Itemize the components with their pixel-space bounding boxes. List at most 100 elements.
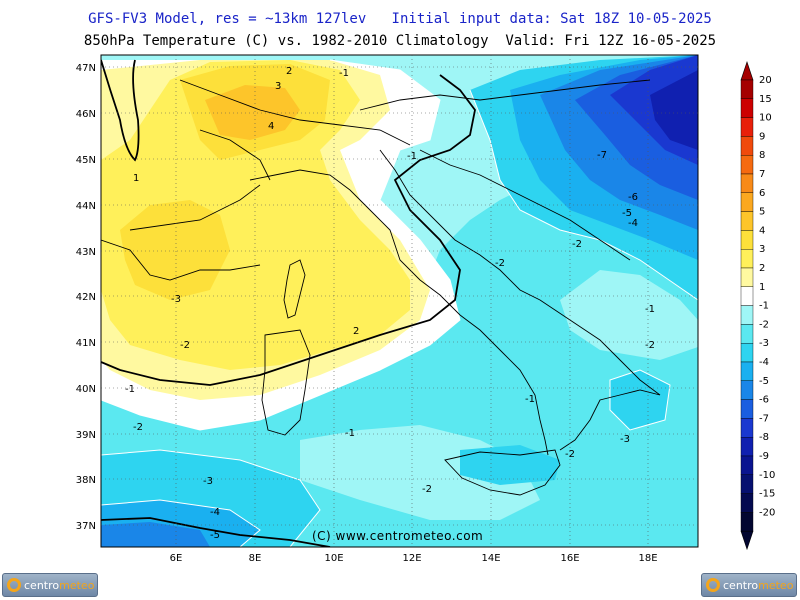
legend-swatch xyxy=(740,267,754,287)
lat-label: 47N xyxy=(76,63,96,74)
legend-label: 15 xyxy=(759,94,772,105)
logo-brand-accent: meteo xyxy=(758,578,794,592)
legend-label: 20 xyxy=(759,75,772,86)
legend-label: 6 xyxy=(759,188,765,199)
centrometeo-logo-right[interactable]: centro meteo xyxy=(701,573,797,597)
legend-swatch xyxy=(740,361,754,381)
coastlines xyxy=(101,79,661,496)
contour-label: 1 xyxy=(133,173,139,184)
contour-label: -4 xyxy=(210,507,220,518)
contour-label: -1 xyxy=(345,428,355,439)
lat-label: 44N xyxy=(76,201,96,212)
legend-label: -4 xyxy=(759,357,769,368)
copyright-text: (C) www.centrometeo.com xyxy=(312,529,483,543)
logo-brand: centro xyxy=(24,578,60,592)
legend-swatch xyxy=(740,154,754,175)
contour-label: -2 xyxy=(422,484,432,495)
field-title: 850hPa Temperature (C) vs. 1982-2010 Cli… xyxy=(83,33,717,49)
legend-swatch xyxy=(740,173,754,193)
contour-label: -2 xyxy=(495,258,505,269)
legend-label: -5 xyxy=(759,376,769,387)
contour-label: -5 xyxy=(622,208,632,219)
legend-label: 2 xyxy=(759,263,765,274)
longitude-labels: 6E 8E 10E 12E 14E 16E 18E xyxy=(170,553,658,564)
contour-label: 2 xyxy=(286,66,292,77)
legend-swatch xyxy=(740,512,754,532)
centrometeo-logo-left[interactable]: centro meteo xyxy=(2,573,98,597)
contour-label: -3 xyxy=(171,294,181,305)
lon-label: 6E xyxy=(170,553,183,564)
legend-swatch xyxy=(740,493,754,513)
legend-swatch xyxy=(740,79,754,99)
contour-label: 2 xyxy=(353,326,359,337)
lat-label: 43N xyxy=(76,247,96,258)
lon-label: 10E xyxy=(324,553,343,564)
legend-swatch xyxy=(740,418,754,438)
legend-swatch xyxy=(740,117,754,137)
legend-label: 3 xyxy=(759,244,765,255)
contour-label: -5 xyxy=(210,530,220,541)
lat-label: 42N xyxy=(76,292,96,303)
lon-label: 12E xyxy=(402,553,421,564)
color-legend: 20 15 10 9 8 7 6 5 4 3 2 1 -1 -2 -3 -4 -5 -6 -7 -8 -9 -10 -15 -… xyxy=(740,61,775,551)
contour-value-labels: 2 -1 3 4 1 -1 -7 -6 -5 -4 -2 -2 -3 -2 -1… xyxy=(125,66,655,541)
legend-label: 8 xyxy=(759,150,765,161)
lat-label: 41N xyxy=(76,338,96,349)
legend-bottom-arrow xyxy=(740,530,754,551)
contour-label: -6 xyxy=(628,192,638,203)
legend-swatch xyxy=(740,286,754,306)
logo-swirl-icon xyxy=(7,578,21,592)
contour-label: -3 xyxy=(620,434,630,445)
legend-label: -8 xyxy=(759,432,769,443)
legend-swatch xyxy=(740,230,754,250)
legend-label: -9 xyxy=(759,451,769,462)
lat-label: 40N xyxy=(76,384,96,395)
lon-label: 14E xyxy=(481,553,500,564)
zero-isotherm xyxy=(101,59,476,547)
lon-label: 16E xyxy=(560,553,579,564)
model-title: GFS-FV3 Model, res = ~13km 127lev Initia… xyxy=(88,11,712,27)
logo-brand-accent: meteo xyxy=(59,578,95,592)
legend-swatch xyxy=(740,380,754,400)
legend-swatch xyxy=(740,324,754,344)
contour-label: 4 xyxy=(268,121,274,132)
legend-label: -10 xyxy=(759,470,775,481)
map-frame xyxy=(100,54,699,548)
lat-label: 46N xyxy=(76,109,96,120)
logo-brand: centro xyxy=(723,578,759,592)
legend-label: -20 xyxy=(759,507,775,518)
legend-swatch xyxy=(740,211,754,231)
contour-label: -2 xyxy=(180,340,190,351)
lon-label: 8E xyxy=(249,553,262,564)
temperature-field xyxy=(101,55,698,547)
latitude-labels: 47N 46N 45N 44N 43N 42N 41N 40N 39N 38N … xyxy=(76,63,96,532)
legend-label: 1 xyxy=(759,282,765,293)
legend-swatch xyxy=(740,248,754,269)
legend-label: 5 xyxy=(759,207,765,218)
contour-label: -1 xyxy=(645,304,655,315)
contour-label: -1 xyxy=(525,394,535,405)
legend-label: 7 xyxy=(759,169,765,180)
legend-label: -6 xyxy=(759,395,769,406)
lat-label: 38N xyxy=(76,475,96,486)
legend-swatch xyxy=(740,455,754,475)
logo-swirl-icon xyxy=(706,578,720,592)
legend-top-arrow xyxy=(740,61,754,81)
legend-swatch xyxy=(740,343,754,363)
legend-swatch xyxy=(740,136,754,156)
legend-label: 4 xyxy=(759,225,765,236)
contour-label: -7 xyxy=(597,150,607,161)
contour-label: -2 xyxy=(133,422,143,433)
legend-label: 9 xyxy=(759,131,765,142)
contour-label: -1 xyxy=(339,68,349,79)
lon-label: 18E xyxy=(638,553,657,564)
contour-label: -2 xyxy=(572,239,582,250)
legend-label: -7 xyxy=(759,413,769,424)
legend-label: -3 xyxy=(759,338,769,349)
contour-label: -3 xyxy=(203,476,213,487)
legend-swatch xyxy=(740,474,754,494)
legend-swatch xyxy=(740,192,754,212)
legend-swatch xyxy=(740,399,754,419)
legend-swatch xyxy=(740,305,754,325)
